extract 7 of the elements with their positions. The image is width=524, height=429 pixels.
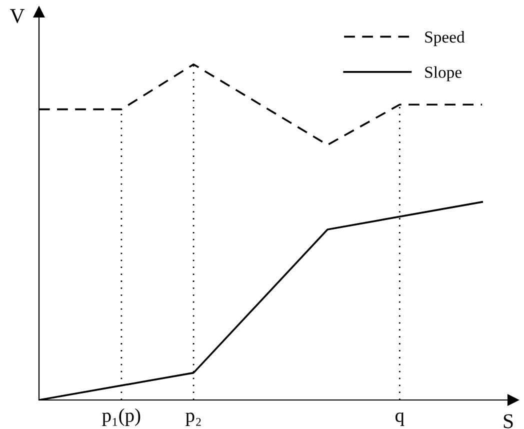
x-axis-title: S <box>504 414 513 428</box>
y-axis-title: V <box>10 9 25 24</box>
legend-label: Speed <box>425 30 465 46</box>
x-tick-label: p₂ <box>186 412 201 426</box>
legend-label: Slope <box>425 66 462 82</box>
x-tick-label: q <box>395 412 404 426</box>
x-tick-label: p₁(p) <box>102 408 140 426</box>
